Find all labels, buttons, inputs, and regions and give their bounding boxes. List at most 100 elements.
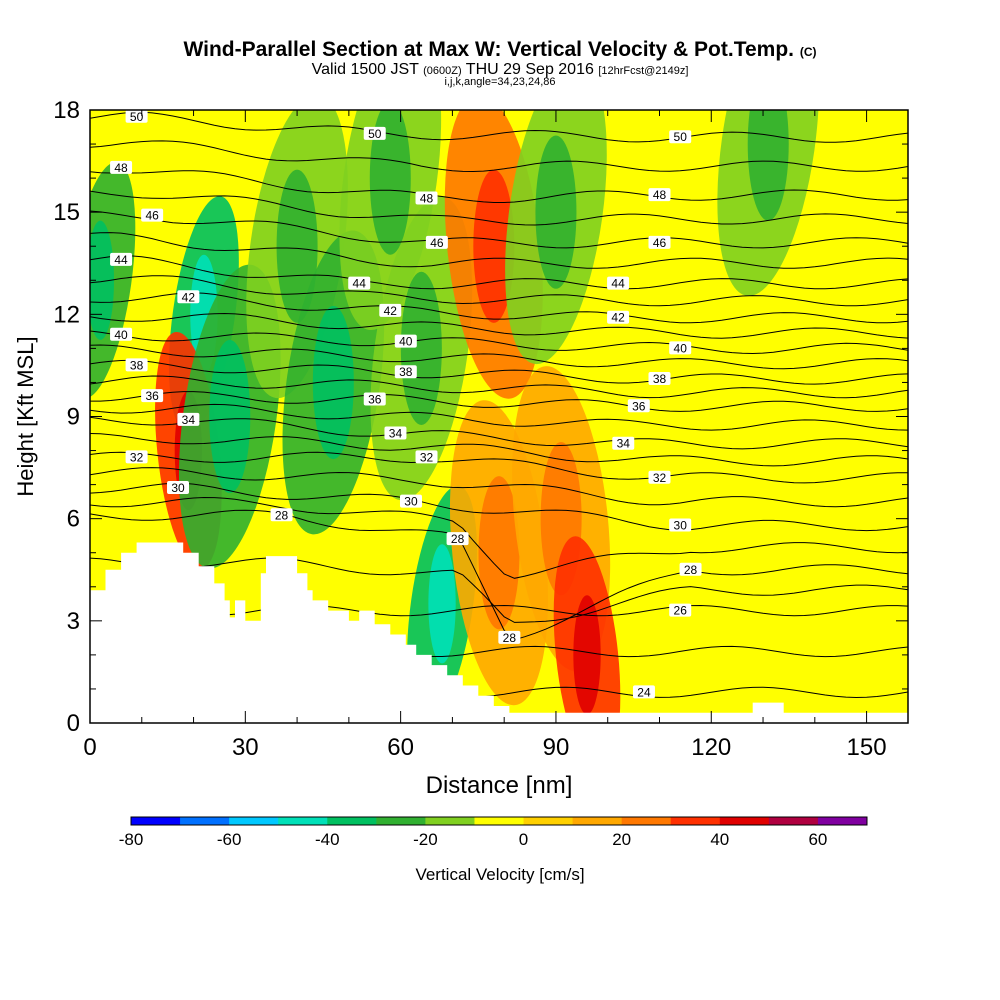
svg-text:30: 30 <box>404 495 418 509</box>
w-feature-core <box>369 110 411 255</box>
theta-contour-47 <box>90 190 908 226</box>
y-tick-label: 6 <box>67 506 80 533</box>
svg-text:30: 30 <box>674 518 688 532</box>
theta-contour-33 <box>90 433 908 467</box>
w-feature-core <box>90 220 115 340</box>
theta-contour-35 <box>90 403 908 431</box>
theta-contour-31 <box>90 467 908 508</box>
contour-label: 44 <box>110 252 133 267</box>
contour-label: 28 <box>446 532 469 546</box>
contour-label: 28 <box>498 630 521 645</box>
contour-label: 38 <box>394 365 417 379</box>
svg-text:42: 42 <box>182 290 196 304</box>
theta-contour-37 <box>90 375 908 399</box>
colorbar-tick-label: 20 <box>612 830 631 849</box>
x-tick-label: 150 <box>847 734 887 761</box>
svg-text:46: 46 <box>653 236 667 250</box>
y-axis-label: Height [Kft MSL] <box>13 336 38 496</box>
svg-text:30: 30 <box>171 481 185 495</box>
contour-label: 34 <box>612 436 635 451</box>
contour-label: 40 <box>669 341 692 355</box>
contour-label: 46 <box>648 235 671 250</box>
chart-title: Wind-Parallel Section at Max W: Vertical… <box>183 38 817 61</box>
svg-text:32: 32 <box>130 450 144 464</box>
colorbar-swatch <box>278 817 328 825</box>
colorbar-swatch <box>131 817 181 825</box>
terrain <box>90 542 908 723</box>
theta-contour-46 <box>90 210 908 249</box>
w-feature-core <box>276 169 318 323</box>
svg-text:24: 24 <box>637 685 651 699</box>
contour-label: 40 <box>110 327 133 342</box>
contour-label: 30 <box>399 494 422 509</box>
contour-label: 38 <box>648 372 671 386</box>
svg-text:28: 28 <box>503 631 517 645</box>
theta-contour-28 <box>90 509 908 641</box>
theta-contour-27 <box>90 557 908 623</box>
x-tick-label: 90 <box>543 734 570 761</box>
theta-contour-42 <box>90 292 908 324</box>
w-feature-core <box>209 339 251 494</box>
y-tick-label: 12 <box>53 301 80 328</box>
contour-label: 38 <box>125 358 148 372</box>
contour-label: 34 <box>384 426 407 441</box>
svg-text:40: 40 <box>674 341 688 355</box>
contour-label: 48 <box>110 160 133 175</box>
svg-text:36: 36 <box>632 399 646 413</box>
w-feature-core <box>473 169 515 323</box>
w-feature-core <box>478 476 520 630</box>
contour-label: 48 <box>415 191 438 206</box>
svg-text:34: 34 <box>182 413 196 427</box>
colorbar-swatch <box>817 817 868 825</box>
svg-text:38: 38 <box>130 358 144 372</box>
w-feature-core <box>535 135 577 289</box>
contour-label: 50 <box>363 127 386 141</box>
svg-text:36: 36 <box>368 392 382 406</box>
svg-text:46: 46 <box>145 209 159 223</box>
x-axis-label: Distance [nm] <box>426 772 573 799</box>
contour-label: 24 <box>632 685 655 699</box>
y-tick-label: 18 <box>53 97 80 124</box>
y-tick-label: 15 <box>53 199 80 226</box>
svg-text:48: 48 <box>420 192 434 206</box>
svg-text:28: 28 <box>684 563 698 577</box>
svg-text:42: 42 <box>384 304 398 318</box>
svg-text:48: 48 <box>114 161 128 175</box>
contour-label: 36 <box>627 399 650 413</box>
contour-label: 34 <box>177 412 200 427</box>
colorbar-tick-label: -80 <box>119 830 144 849</box>
colorbar-swatch <box>376 817 426 825</box>
colorbar: -80 -60 -40 -20 0 20 40 60 Vertical Velocity [cm… <box>119 816 868 884</box>
theta-contour-39 <box>90 344 908 370</box>
theta-contour-43 <box>90 275 908 307</box>
svg-text:48: 48 <box>653 188 667 202</box>
contour-label: 32 <box>415 450 438 464</box>
colorbar-label: Vertical Velocity [cm/s] <box>415 865 584 884</box>
contour-label: 42 <box>607 310 630 325</box>
theta-contour-50 <box>90 111 908 143</box>
chart-params: i,j,k,angle=34,23,24,86 <box>444 76 556 88</box>
theta-contour-48 <box>90 170 908 203</box>
chart-subtitle: Valid 1500 JST (0600Z) THU 29 Sep 2016 [… <box>311 61 689 78</box>
theta-contour-45 <box>90 232 908 269</box>
contour-label: 32 <box>648 470 671 485</box>
svg-text:32: 32 <box>653 471 667 485</box>
svg-text:38: 38 <box>653 372 667 386</box>
contour-label: 46 <box>425 235 448 250</box>
contour-label: 30 <box>669 518 692 532</box>
svg-text:32: 32 <box>420 450 434 464</box>
svg-text:40: 40 <box>399 335 413 349</box>
theta-contour-44 <box>90 254 908 290</box>
w-feature-core <box>428 544 456 664</box>
colorbar-swatch <box>474 817 525 825</box>
contour-label: 40 <box>394 334 417 349</box>
colorbar-tick-label: -60 <box>217 830 242 849</box>
svg-text:28: 28 <box>275 508 289 522</box>
colorbar-swatch <box>180 817 230 825</box>
svg-text:44: 44 <box>353 277 367 291</box>
contour-label: 46 <box>141 208 164 223</box>
w-feature-core <box>747 110 789 221</box>
y-tick-label: 9 <box>67 404 80 431</box>
